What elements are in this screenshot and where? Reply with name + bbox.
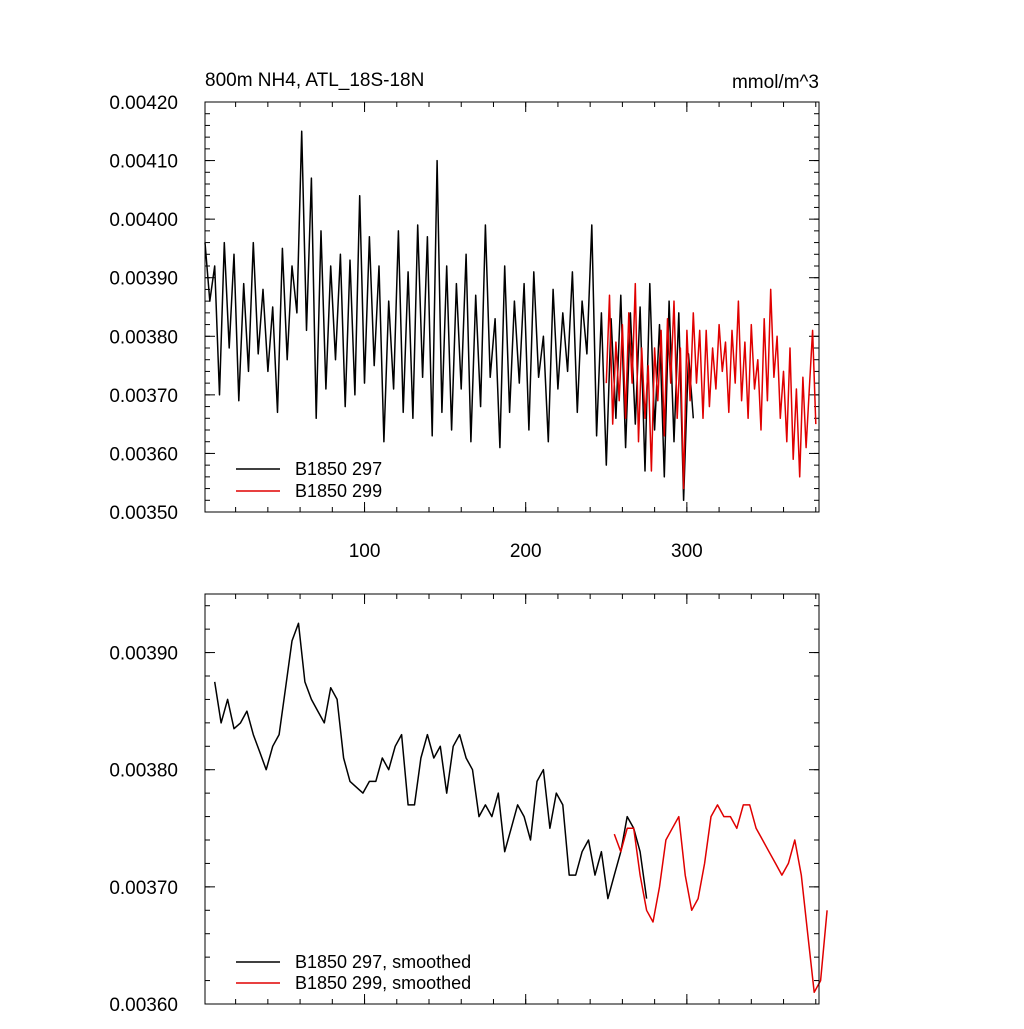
y-tick-label: 0.00350 [109,503,178,524]
y-tick-label: 0.00390 [109,644,178,665]
y-tick-label: 0.00400 [109,210,178,231]
series-line-b1850-299-smoothed [613,804,828,994]
y-tick-label: 0.00380 [109,761,178,782]
x-tick-label: 100 [349,541,381,562]
legend-label-299: B1850 299 [295,481,382,501]
bottom-panel: 0.00360 0.00370 0.00380 0.00390 B1850 297, … [109,593,828,1016]
chart-title: 800m NH4, ATL_18S-18N [205,70,424,91]
series-line-b1850-297-smoothed [213,622,648,900]
bottom-plot-frame [204,593,820,1005]
legend-label-299-smoothed: B1850 299, smoothed [295,973,471,993]
units-label: mmol/m^3 [732,72,819,93]
legend-label-297: B1850 297 [295,459,382,479]
y-tick-label: 0.00410 [109,152,178,173]
bottom-axes: 0.00360 0.00370 0.00380 0.00390 [109,594,819,1016]
y-tick-label: 0.00370 [109,386,178,407]
bottom-legend: B1850 297, smoothed B1850 299, smoothed [236,952,471,993]
x-tick-label: 200 [510,541,542,562]
top-axes: 0.00350 0.00360 0.00370 0.00380 0.00390 0.004… [109,93,819,562]
y-tick-label: 0.00370 [109,878,178,899]
y-tick-label: 0.00380 [109,327,178,348]
top-panel: 800m NH4, ATL_18S-18N mmol/m^3 0.003500.… [109,70,820,562]
y-tick-label: 0.00390 [109,269,178,290]
y-tick-label: 0.00420 [109,93,178,114]
y-tick-label: 0.00360 [109,444,178,465]
top-series-group [204,130,817,502]
x-tick-label: 300 [671,541,703,562]
series-line-b1850-297 [204,130,695,502]
top-plot-frame [204,101,820,513]
series-line-b1850-299 [605,282,817,490]
top-legend: B1850 297 B1850 299 [236,459,382,501]
y-tick-label: 0.00360 [109,995,178,1016]
bottom-series-group [213,622,828,994]
legend-label-297-smoothed: B1850 297, smoothed [295,952,471,972]
